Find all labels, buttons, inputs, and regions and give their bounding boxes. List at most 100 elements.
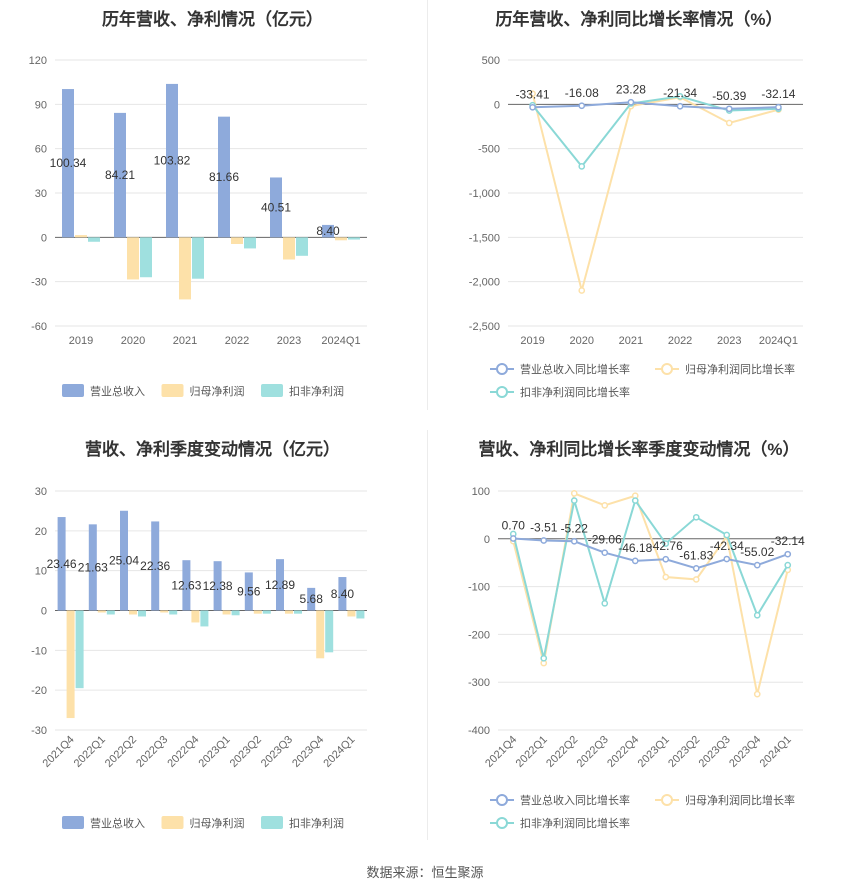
bar-net-profit xyxy=(97,610,106,613)
data-label: -5.22 xyxy=(561,521,589,535)
x-tick-label: 2024Q1 xyxy=(321,335,360,347)
bar-deducted-profit xyxy=(262,610,271,614)
x-tick-label: 2022Q3 xyxy=(134,734,170,770)
bar-revenue xyxy=(62,89,74,238)
data-point xyxy=(662,555,670,563)
bar-net-profit xyxy=(285,610,293,614)
y-tick-label: -2,500 xyxy=(469,321,500,333)
data-label: 100.34 xyxy=(50,156,87,170)
data-point xyxy=(775,103,782,111)
x-tick-label: 2022Q4 xyxy=(605,734,641,770)
data-label: -33.41 xyxy=(516,87,550,101)
y-tick-label: 30 xyxy=(35,188,47,200)
data-label: -50.39 xyxy=(712,89,746,103)
data-point xyxy=(676,93,684,100)
data-label: -42.76 xyxy=(649,539,683,553)
bar-net-profit xyxy=(253,610,262,614)
bar-net-profit xyxy=(222,610,231,615)
x-tick-label: 2022Q3 xyxy=(575,734,611,770)
x-tick-label: 2022 xyxy=(225,335,249,347)
data-label: 8.40 xyxy=(331,587,355,601)
x-tick-label: 2022Q4 xyxy=(165,734,201,770)
x-tick-label: 2020 xyxy=(121,335,145,347)
x-tick-label: 2022Q2 xyxy=(544,734,580,770)
x-tick-label: 2022Q1 xyxy=(514,734,550,770)
data-label: -46.18 xyxy=(618,541,652,555)
panel-divider-bottom xyxy=(427,430,428,840)
bar-net-profit xyxy=(347,610,356,617)
x-tick-label: 2024Q1 xyxy=(321,734,357,770)
series-line-net-profit-growth xyxy=(531,93,779,291)
bar-deducted-profit xyxy=(231,610,240,616)
legend-label: 扣非净利润 xyxy=(289,384,344,398)
bar-net-profit xyxy=(283,237,295,260)
legend-marker xyxy=(496,363,508,375)
y-tick-label: -100 xyxy=(468,582,490,594)
y-tick-label: -400 xyxy=(468,725,490,737)
data-point xyxy=(753,561,761,569)
bar-net-profit xyxy=(127,237,139,280)
series-line-revenue-growth xyxy=(532,101,779,110)
data-label: 12.38 xyxy=(203,579,233,593)
annual-amounts-chart: -60 -30 0 30 60 90 120 100.34 2019 84.21 2020 103.8… xyxy=(29,55,367,398)
y-tick-label: 0 xyxy=(41,232,47,244)
bar-net-profit xyxy=(231,237,243,244)
x-tick-label: 2022Q2 xyxy=(103,734,139,770)
data-label: 8.40 xyxy=(316,224,340,238)
panel-annual-growth: 历年营收、净利同比增长率情况（%） -2,500 -2,000 -1,500 -1,0… xyxy=(428,0,850,410)
legend-marker xyxy=(496,794,508,806)
y-tick-label: 100 xyxy=(472,486,490,498)
y-tick-label: 0 xyxy=(484,534,490,546)
data-label: 23.46 xyxy=(47,557,77,571)
data-label: 5.68 xyxy=(300,592,324,606)
x-tick-label: 2024Q1 xyxy=(759,335,798,347)
y-tick-label: -30 xyxy=(31,277,47,289)
data-label: -21.34 xyxy=(663,86,697,100)
bar-revenue xyxy=(57,517,66,611)
y-tick-label: 10 xyxy=(35,566,47,578)
x-tick-label: 2023Q3 xyxy=(697,734,733,770)
data-point xyxy=(540,537,548,544)
data-point xyxy=(725,105,733,113)
legend-marker xyxy=(496,817,508,829)
x-tick-label: 2021Q4 xyxy=(41,734,77,770)
series-line-deducted-profit-growth xyxy=(512,498,789,659)
x-tick-label: 2021Q4 xyxy=(483,734,519,770)
data-point xyxy=(662,540,670,547)
data-label: 21.63 xyxy=(78,560,108,574)
bar-net-profit xyxy=(66,610,75,719)
panel-quarterly-amounts: 营收、净利季度变动情况（亿元） -30 -20 -10 0 10 20 30 23.46 202… xyxy=(0,430,425,850)
bar-revenue xyxy=(114,112,126,238)
data-label: 22.36 xyxy=(140,559,170,573)
data-point xyxy=(784,561,792,569)
bar-deducted-profit xyxy=(296,237,308,256)
x-tick-label: 2023 xyxy=(277,335,301,347)
data-label: -61.83 xyxy=(679,548,713,562)
bar-deducted-profit xyxy=(200,610,209,627)
legend-marker xyxy=(496,386,508,398)
x-tick-label: 2022 xyxy=(668,335,692,347)
series-line-deducted-profit-growth xyxy=(531,95,779,169)
bar-deducted-profit xyxy=(294,610,302,614)
x-tick-label: 2022Q1 xyxy=(72,734,108,770)
x-tick-label: 2023Q1 xyxy=(636,734,672,770)
legend-label: 营业总收入 xyxy=(90,384,145,398)
quarterly-amounts-chart: -30 -20 -10 0 10 20 30 23.46 2021Q4 21.63 2022Q1 25… xyxy=(31,486,367,830)
bar-revenue xyxy=(88,524,97,611)
y-tick-label: -500 xyxy=(478,144,500,156)
data-point xyxy=(692,565,700,572)
legend-label: 营业总收入同比增长率 xyxy=(520,362,630,376)
bar-deducted-profit xyxy=(192,237,204,279)
bar-net-profit xyxy=(160,610,169,613)
data-point xyxy=(601,549,609,557)
legend-marker xyxy=(661,794,673,806)
data-label: -16.08 xyxy=(565,86,599,100)
data-point xyxy=(540,654,548,662)
x-tick-label: 2020 xyxy=(570,335,594,347)
bar-revenue xyxy=(270,177,282,238)
bar-deducted-profit xyxy=(88,237,100,242)
data-label: 12.89 xyxy=(265,578,295,592)
x-tick-label: 2021 xyxy=(619,335,643,347)
legend-swatch xyxy=(62,816,84,829)
x-tick-label: 2023Q2 xyxy=(666,734,702,770)
